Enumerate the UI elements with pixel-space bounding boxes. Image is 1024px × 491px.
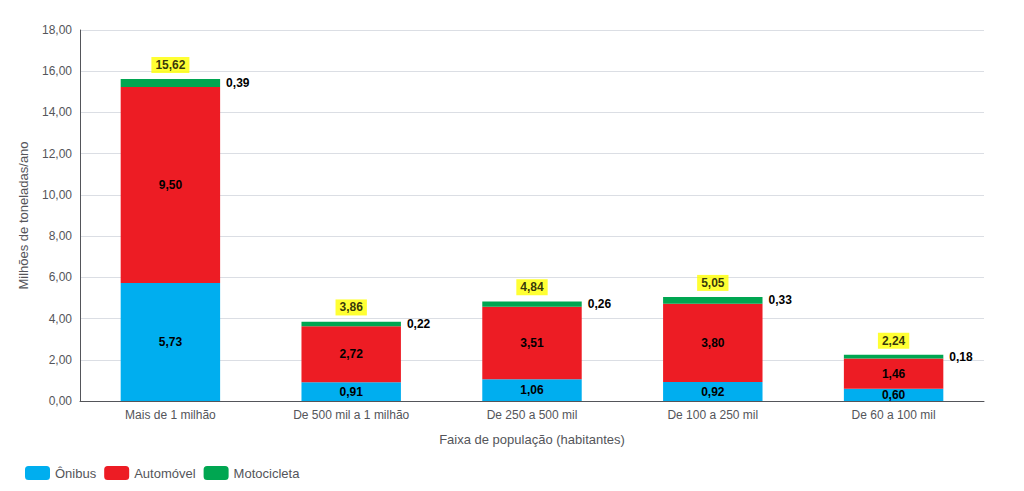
svg-text:6,00: 6,00 [49,270,73,284]
svg-text:14,00: 14,00 [42,105,72,119]
svg-text:Automóvel: Automóvel [134,466,196,481]
svg-text:De 250 a 500 mil: De 250 a 500 mil [487,408,578,422]
svg-text:2,24: 2,24 [882,334,906,348]
svg-text:0,39: 0,39 [226,76,250,90]
svg-text:3,86: 3,86 [340,300,364,314]
svg-text:2,72: 2,72 [340,347,364,361]
svg-text:3,51: 3,51 [520,336,544,350]
svg-text:18,00: 18,00 [42,23,72,37]
svg-text:Mais de 1 milhão: Mais de 1 milhão [125,408,216,422]
svg-text:9,50: 9,50 [159,178,183,192]
svg-text:5,05: 5,05 [701,276,725,290]
svg-text:0,91: 0,91 [340,385,364,399]
svg-text:4,84: 4,84 [520,280,544,294]
svg-text:0,33: 0,33 [769,293,793,307]
svg-text:2,00: 2,00 [49,353,73,367]
svg-text:Ônibus: Ônibus [55,466,97,481]
svg-text:De 60 a 100 mil: De 60 a 100 mil [852,408,936,422]
svg-text:15,62: 15,62 [155,58,185,72]
svg-text:0,92: 0,92 [701,385,725,399]
svg-text:Milhões de toneladas/ano: Milhões de toneladas/ano [16,141,31,289]
svg-text:1,46: 1,46 [882,367,906,381]
svg-text:5,73: 5,73 [159,335,183,349]
svg-text:0,60: 0,60 [882,388,906,402]
svg-text:1,06: 1,06 [520,383,544,397]
svg-text:Faixa de população (habitantes: Faixa de população (habitantes) [439,432,625,447]
svg-text:10,00: 10,00 [42,188,72,202]
svg-text:4,00: 4,00 [49,312,73,326]
svg-text:0,22: 0,22 [407,317,431,331]
svg-text:De 100 a 250 mil: De 100 a 250 mil [667,408,758,422]
svg-text:De 500 mil a 1 milhão: De 500 mil a 1 milhão [293,408,409,422]
svg-text:0,26: 0,26 [588,297,612,311]
svg-text:12,00: 12,00 [42,147,72,161]
svg-text:Motocicleta: Motocicleta [234,466,301,481]
svg-text:0,00: 0,00 [49,394,73,408]
svg-text:8,00: 8,00 [49,229,73,243]
svg-text:0,18: 0,18 [949,350,973,364]
svg-text:16,00: 16,00 [42,64,72,78]
svg-text:3,80: 3,80 [701,336,725,350]
